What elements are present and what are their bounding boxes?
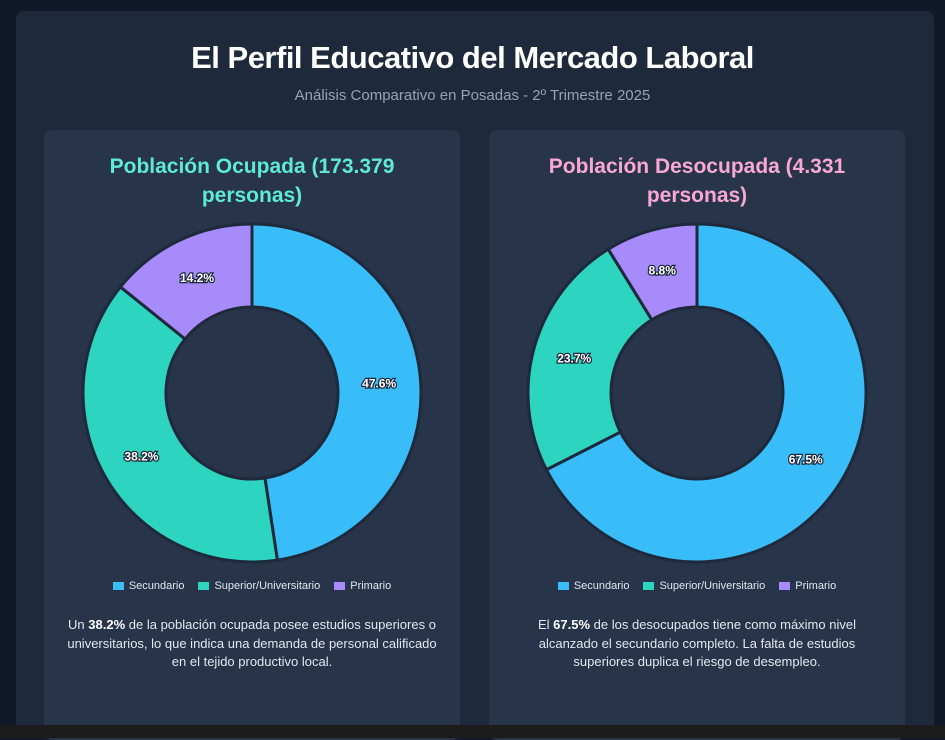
legend-label: Primario bbox=[350, 580, 392, 592]
legend-label: Secundario bbox=[573, 580, 630, 592]
legend-label: Superior/Universitario bbox=[214, 580, 321, 592]
legend-label: Primario bbox=[795, 580, 837, 592]
slice-data-label: 67.5% bbox=[789, 453, 823, 467]
slice-data-label: 8.8% bbox=[649, 263, 677, 277]
legend-item-primario[interactable]: Primario bbox=[779, 580, 836, 592]
donut-slice-superior-universitario[interactable] bbox=[526, 247, 654, 472]
chart-title: Población Ocupada (173.379 personas) bbox=[109, 155, 395, 207]
donut-chart-desocupada: 67.5% 23.7% 8.8% bbox=[526, 222, 868, 564]
legend-item-superior[interactable]: Superior/Universitario bbox=[198, 580, 320, 592]
slice-data-label: 38.2% bbox=[124, 450, 158, 464]
legend-item-primario[interactable]: Primario bbox=[334, 580, 391, 592]
page-title: El Perfil Educativo del Mercado Laboral bbox=[191, 40, 754, 75]
slice-data-label: 47.6% bbox=[362, 376, 396, 390]
legend-swatch bbox=[112, 582, 124, 590]
desc-pre: Un bbox=[68, 617, 89, 632]
slice-data-label: 23.7% bbox=[557, 352, 591, 366]
chart-legend: Secundario Superior/Universitario Primar… bbox=[44, 580, 460, 592]
slice-data-label: 14.2% bbox=[180, 271, 214, 285]
desc-pre: El bbox=[538, 617, 554, 632]
legend-swatch bbox=[643, 582, 655, 590]
donut-slice-secundario[interactable] bbox=[544, 222, 868, 564]
donut-slice-primario[interactable] bbox=[606, 222, 699, 322]
donut-chart-ocupada: 47.6% 38.2% 14.2% bbox=[81, 222, 423, 564]
chart-legend: Secundario Superior/Universitario Primar… bbox=[489, 580, 905, 592]
desc-post: de la población ocupada posee estudios s… bbox=[67, 617, 437, 669]
legend-label: Superior/Universitario bbox=[659, 580, 766, 592]
chart-description: El 67.5% de los desocupados tiene como m… bbox=[509, 616, 885, 672]
chart-title: Población Desocupada (4.331 personas) bbox=[548, 155, 846, 207]
desc-post: de los desocupados tiene como máximo niv… bbox=[538, 617, 856, 669]
donut-slice-secundario[interactable] bbox=[250, 222, 423, 562]
legend-item-secundario[interactable]: Secundario bbox=[112, 580, 185, 592]
legend-label: Secundario bbox=[128, 580, 185, 592]
chart-card-desocupada: Población Desocupada (4.331 personas) 67… bbox=[489, 130, 905, 740]
legend-item-superior[interactable]: Superior/Universitario bbox=[643, 580, 765, 592]
legend-swatch bbox=[198, 582, 210, 590]
legend-item-secundario[interactable]: Secundario bbox=[557, 580, 630, 592]
page-subtitle: Análisis Comparativo en Posadas - 2º Tri… bbox=[294, 87, 651, 104]
desc-highlight: 67.5% bbox=[553, 617, 591, 632]
desc-highlight: 38.2% bbox=[88, 617, 126, 632]
legend-swatch bbox=[779, 582, 791, 590]
chart-description: Un 38.2% de la población ocupada posee e… bbox=[64, 616, 440, 672]
bottom-bar bbox=[0, 725, 945, 738]
legend-swatch bbox=[557, 582, 569, 590]
legend-swatch bbox=[334, 582, 346, 590]
chart-card-ocupada: Población Ocupada (173.379 personas) 47.… bbox=[44, 130, 460, 740]
donut-slice-primario[interactable] bbox=[118, 222, 254, 342]
donut-slice-superior-universitario[interactable] bbox=[81, 284, 280, 564]
